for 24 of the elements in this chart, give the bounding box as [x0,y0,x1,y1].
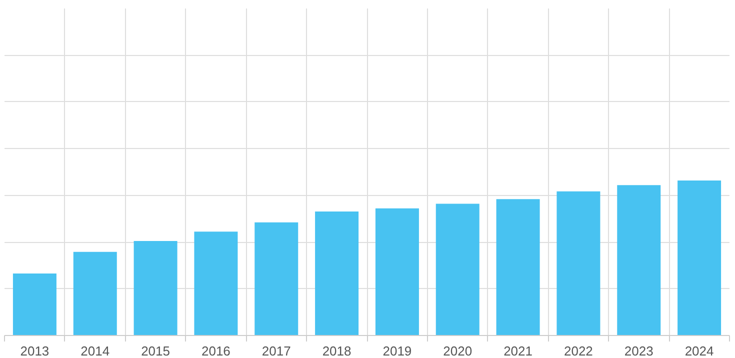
x-tick-label: 2024 [684,344,714,358]
x-tick-label: 2018 [322,344,352,358]
bar [254,222,298,336]
x-tick-label: 2023 [624,344,654,358]
x-tick-label: 2016 [202,344,230,358]
x-tick-label: 2019 [382,344,412,358]
bar [375,208,419,336]
bar [436,204,480,336]
x-tick-label: 2021 [504,344,533,358]
x-tick-label: 2015 [141,344,170,358]
bar [315,212,359,336]
bar [134,240,178,336]
x-tick-label: 2014 [80,344,110,358]
bar [617,185,661,336]
bar [496,199,540,336]
bar [556,191,600,336]
x-tick-label: 2017 [262,344,291,358]
x-tick-label: 2022 [564,344,593,358]
bar [73,252,117,336]
bar [12,274,56,336]
x-tick-label: 2020 [443,344,472,358]
x-tick-label: 2013 [20,344,50,358]
bar [678,180,722,336]
bar [194,232,238,336]
